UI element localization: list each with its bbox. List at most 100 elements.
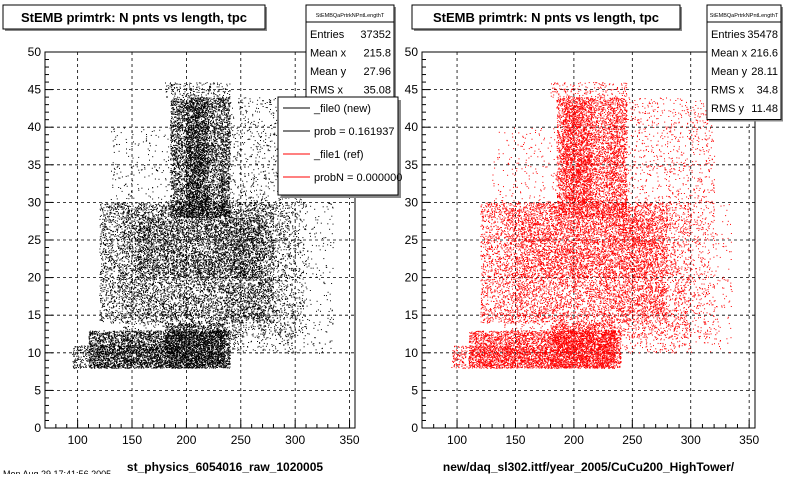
scatter-point <box>228 184 229 185</box>
scatter-point <box>176 189 177 190</box>
scatter-point <box>220 216 221 217</box>
scatter-point <box>212 173 213 174</box>
scatter-point <box>202 155 203 156</box>
scatter-point <box>199 147 200 148</box>
scatter-point <box>185 131 186 132</box>
scatter-point <box>207 108 208 109</box>
scatter-point <box>197 152 198 153</box>
scatter-point <box>179 168 180 169</box>
scatter-point <box>178 188 179 189</box>
scatter-point <box>173 213 174 214</box>
scatter-point <box>217 174 218 175</box>
scatter-point <box>197 201 198 202</box>
scatter-point <box>185 216 186 217</box>
scatter-point <box>174 172 175 173</box>
scatter-point <box>192 211 193 212</box>
scatter-point <box>199 191 200 192</box>
scatter-point <box>207 101 208 102</box>
scatter-point <box>209 106 210 107</box>
scatter-point <box>173 125 174 126</box>
scatter-point <box>221 196 222 197</box>
scatter-point <box>199 124 200 125</box>
scatter-point <box>222 129 223 130</box>
scatter-point <box>225 185 226 186</box>
scatter-point <box>192 177 193 178</box>
scatter-point <box>182 116 183 117</box>
scatter-point <box>181 207 182 208</box>
scatter-point <box>198 195 199 196</box>
scatter-point <box>228 108 229 109</box>
scatter-point <box>199 150 200 151</box>
scatter-point <box>173 160 174 161</box>
scatter-point <box>207 102 208 103</box>
scatter-point <box>203 150 204 151</box>
scatter-point <box>178 155 179 156</box>
scatter-point <box>212 106 213 107</box>
scatter-point <box>219 109 220 110</box>
scatter-point <box>221 187 222 188</box>
scatter-point <box>216 177 217 178</box>
scatter-point <box>215 143 216 144</box>
scatter-point <box>223 151 224 152</box>
scatter-point <box>188 106 189 107</box>
scatter-point <box>223 121 224 122</box>
scatter-point <box>211 125 212 126</box>
scatter-point <box>178 106 179 107</box>
scatter-point <box>222 191 223 192</box>
scatter-point <box>190 135 191 136</box>
scatter-point <box>210 199 211 200</box>
scatter-point <box>206 182 207 183</box>
scatter-point <box>209 182 210 183</box>
scatter-point <box>199 192 200 193</box>
scatter-point <box>228 106 229 107</box>
scatter-point <box>184 105 185 106</box>
scatter-point <box>202 158 203 159</box>
scatter-point <box>220 136 221 137</box>
scatter-point <box>216 111 217 112</box>
scatter-point <box>174 109 175 110</box>
scatter-point <box>188 196 189 197</box>
scatter-point <box>193 107 194 108</box>
scatter-point <box>218 136 219 137</box>
scatter-point <box>213 192 214 193</box>
scatter-point <box>229 165 230 166</box>
scatter-point <box>229 197 230 198</box>
scatter-point <box>221 100 222 101</box>
scatter-point <box>210 172 211 173</box>
scatter-point <box>218 195 219 196</box>
scatter-point <box>216 166 217 167</box>
scatter-point <box>204 104 205 105</box>
scatter-point <box>208 199 209 200</box>
scatter-point <box>189 143 190 144</box>
scatter-point <box>195 128 196 129</box>
scatter-point <box>173 165 174 166</box>
scatter-point <box>190 111 191 112</box>
scatter-point <box>195 117 196 118</box>
scatter-point <box>210 178 211 179</box>
scatter-point <box>179 118 180 119</box>
scatter-point <box>216 127 217 128</box>
scatter-point <box>191 206 192 207</box>
scatter-point <box>204 113 205 114</box>
scatter-point <box>175 114 176 115</box>
scatter-point <box>218 156 219 157</box>
scatter-point <box>200 187 201 188</box>
scatter-point <box>183 104 184 105</box>
scatter-point <box>197 143 198 144</box>
scatter-point <box>213 133 214 134</box>
scatter-point <box>176 165 177 166</box>
scatter-point <box>197 172 198 173</box>
scatter-point <box>186 102 187 103</box>
scatter-point <box>209 199 210 200</box>
scatter-point <box>175 152 176 153</box>
scatter-point <box>224 193 225 194</box>
scatter-point <box>170 164 171 165</box>
scatter-point <box>216 104 217 105</box>
scatter-point <box>184 116 185 117</box>
scatter-point <box>223 156 224 157</box>
scatter-point <box>219 122 220 123</box>
scatter-point <box>210 112 211 113</box>
scatter-point <box>220 199 221 200</box>
scatter-point <box>222 105 223 106</box>
